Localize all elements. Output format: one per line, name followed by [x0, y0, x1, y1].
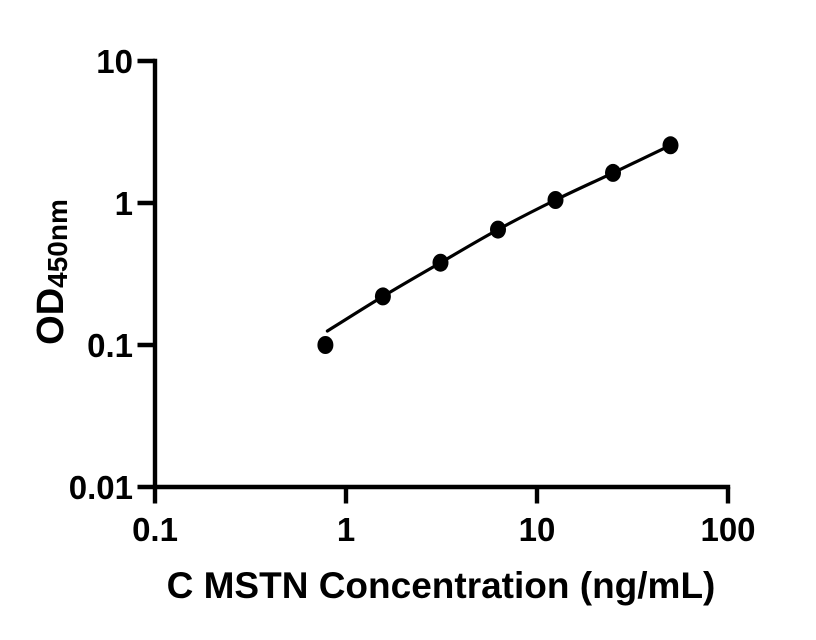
- y-axis-title-main: OD: [30, 288, 72, 345]
- y-tick-label-0.1: 0.1: [87, 327, 133, 364]
- y-tick-label-10: 10: [96, 43, 133, 80]
- data-points: [317, 136, 679, 354]
- y-tick-label-1: 1: [115, 185, 133, 222]
- data-point-6.25: [490, 220, 506, 239]
- x-axis-title: C MSTN Concentration (ng/mL): [167, 565, 716, 606]
- data-point-3.125: [432, 253, 449, 272]
- axes: [152, 58, 731, 490]
- x-tick-label-10: 10: [519, 511, 556, 548]
- data-point-50: [662, 136, 679, 155]
- data-point-25: [605, 163, 621, 182]
- y-axis-title-subscript: 450nm: [42, 199, 73, 288]
- data-point-12.5: [547, 191, 564, 209]
- x-tick-label-100: 100: [700, 511, 755, 548]
- data-point-1.56: [374, 287, 391, 306]
- y-tick-label-0.01: 0.01: [69, 469, 133, 506]
- data-point-0.78: [317, 336, 334, 354]
- tick-labels: 0.1 1 10 100 0.01 0.1 1 10: [69, 43, 756, 548]
- x-tick-label-1: 1: [337, 511, 355, 548]
- tick-marks: [137, 58, 731, 504]
- y-axis-title: OD450nm: [30, 199, 73, 345]
- x-tick-label-0.1: 0.1: [132, 511, 178, 548]
